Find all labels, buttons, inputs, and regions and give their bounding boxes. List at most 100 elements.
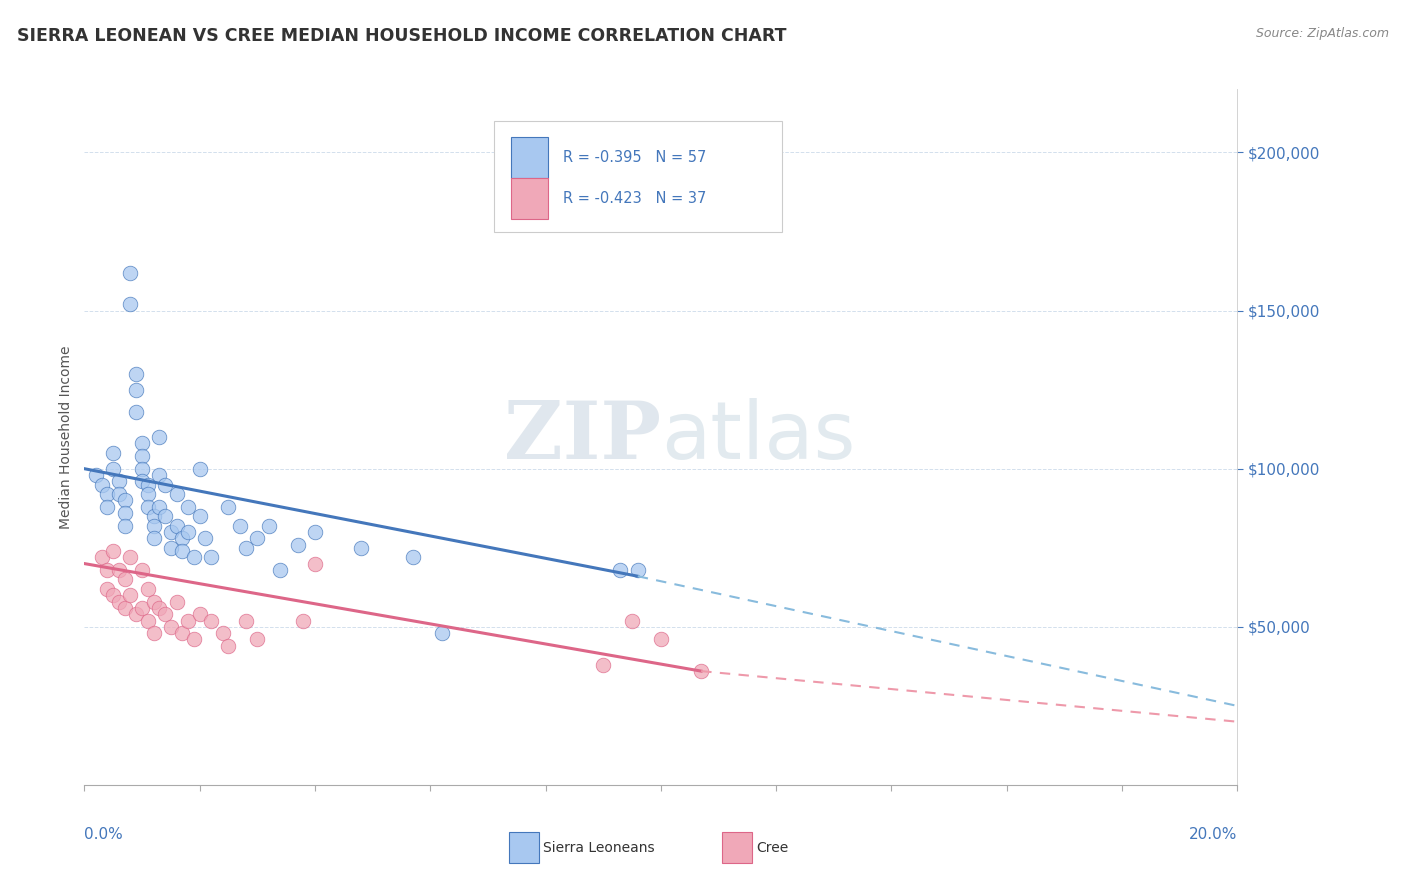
Point [84, 468, 107, 483]
Point [142, 518, 165, 533]
Point [188, 607, 211, 622]
Point [136, 500, 159, 514]
Point [148, 600, 170, 615]
Point [177, 614, 200, 628]
Text: R = -0.395   N = 57: R = -0.395 N = 57 [562, 150, 706, 164]
Point [235, 541, 257, 555]
Point [131, 600, 153, 615]
Point [125, 607, 148, 622]
Point [142, 531, 165, 545]
Point [120, 266, 142, 280]
Point [153, 607, 176, 622]
Point [609, 563, 631, 577]
Point [108, 475, 131, 489]
Point [136, 487, 159, 501]
Point [690, 664, 713, 678]
Point [114, 600, 136, 615]
Point [172, 544, 194, 558]
Point [131, 449, 153, 463]
Point [200, 614, 222, 628]
Point [114, 518, 136, 533]
Point [160, 524, 183, 539]
Point [103, 588, 124, 602]
Point [148, 430, 170, 444]
Point [131, 475, 153, 489]
Point [136, 582, 159, 596]
Point [172, 531, 194, 545]
Point [125, 405, 148, 419]
FancyBboxPatch shape [494, 120, 782, 232]
Text: Sierra Leoneans: Sierra Leoneans [543, 840, 655, 855]
Point [103, 446, 124, 460]
Text: ZIP: ZIP [503, 398, 661, 476]
Point [200, 550, 222, 565]
Text: SIERRA LEONEAN VS CREE MEDIAN HOUSEHOLD INCOME CORRELATION CHART: SIERRA LEONEAN VS CREE MEDIAN HOUSEHOLD … [17, 27, 786, 45]
Point [90, 477, 112, 491]
Point [142, 626, 165, 640]
Point [96, 487, 118, 501]
Point [287, 538, 309, 552]
Point [188, 461, 211, 475]
Point [172, 626, 194, 640]
Point [131, 461, 153, 475]
Point [136, 477, 159, 491]
Point [246, 531, 269, 545]
Point [103, 544, 124, 558]
Point [211, 626, 233, 640]
Point [269, 563, 291, 577]
Point [153, 477, 176, 491]
Point [166, 518, 188, 533]
Point [402, 550, 425, 565]
Point [430, 626, 453, 640]
Point [96, 500, 118, 514]
Point [160, 620, 183, 634]
Point [108, 594, 131, 608]
Point [114, 506, 136, 520]
Point [120, 588, 142, 602]
Text: atlas: atlas [661, 398, 855, 476]
Point [257, 518, 280, 533]
Point [194, 531, 217, 545]
Y-axis label: Median Household Income: Median Household Income [59, 345, 73, 529]
Point [114, 573, 136, 587]
Point [183, 632, 205, 647]
Point [96, 582, 118, 596]
Point [148, 468, 170, 483]
Point [131, 436, 153, 450]
Point [120, 550, 142, 565]
Point [177, 500, 200, 514]
Text: 20.0%: 20.0% [1189, 827, 1237, 842]
Point [120, 297, 142, 311]
Point [188, 509, 211, 524]
Point [90, 550, 112, 565]
Point [350, 541, 373, 555]
Point [229, 518, 252, 533]
Point [183, 550, 205, 565]
Point [304, 557, 326, 571]
FancyBboxPatch shape [510, 136, 548, 178]
Point [136, 614, 159, 628]
Point [627, 563, 650, 577]
Point [108, 487, 131, 501]
Point [621, 614, 644, 628]
Point [177, 524, 200, 539]
Point [166, 594, 188, 608]
FancyBboxPatch shape [510, 178, 548, 219]
Point [246, 632, 269, 647]
Point [592, 657, 614, 672]
FancyBboxPatch shape [721, 832, 752, 863]
Text: 0.0%: 0.0% [84, 827, 124, 842]
Point [235, 614, 257, 628]
Point [153, 509, 176, 524]
Text: Source: ZipAtlas.com: Source: ZipAtlas.com [1256, 27, 1389, 40]
Point [292, 614, 315, 628]
Point [218, 500, 240, 514]
Point [142, 594, 165, 608]
Text: R = -0.423   N = 37: R = -0.423 N = 37 [562, 191, 706, 206]
Point [650, 632, 672, 647]
Point [103, 461, 124, 475]
Point [304, 524, 326, 539]
Point [131, 563, 153, 577]
Point [218, 639, 240, 653]
Point [160, 541, 183, 555]
